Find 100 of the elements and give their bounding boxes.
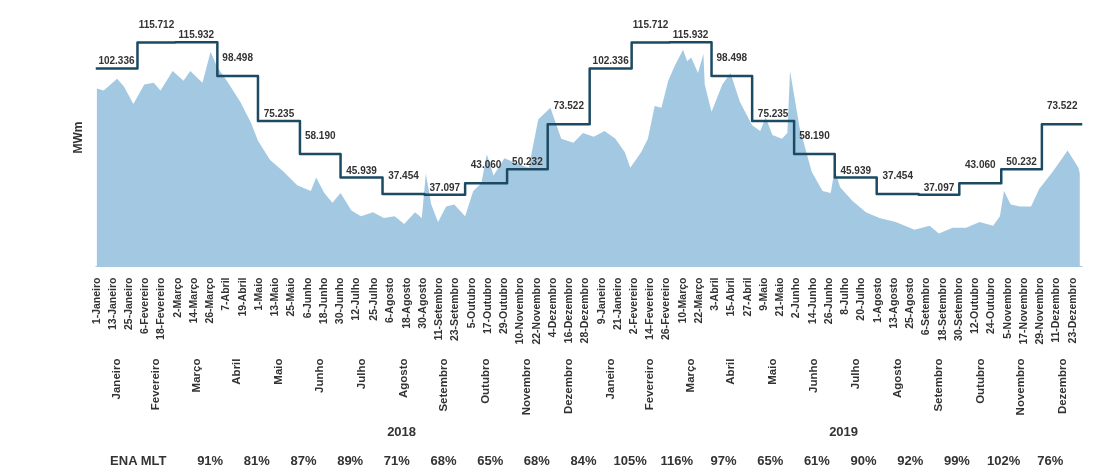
text: 102%: [986, 452, 1021, 468]
x-tick-label: 28-Dezembro: [578, 277, 591, 344]
x-tick-label: 18-Setembro: [935, 277, 948, 342]
x-tick-label: 24-Outubro: [984, 277, 997, 335]
x-tick-label: 26-Junho: [821, 277, 834, 325]
x-tick-label: 18-Agosto: [399, 277, 412, 329]
data-label: 58.190: [799, 129, 831, 141]
text: 90%: [850, 452, 878, 468]
x-tick-label: 6-Setembro: [919, 277, 932, 336]
text: 65%: [757, 452, 784, 468]
data-label: 45.939: [346, 164, 378, 176]
x-tick-label: 9-Janeiro: [594, 277, 607, 325]
data-label: 45.939: [840, 164, 872, 176]
x-tick-label: 15-Abril: [724, 277, 737, 317]
x-tick-label: 6-Agosto: [383, 277, 396, 323]
x-tick-label: 26-Fevereiro: [659, 277, 672, 340]
data-label: 58.190: [304, 129, 336, 141]
x-tick-label: 14-Fevereiro: [643, 277, 656, 340]
data-label: 75.235: [263, 107, 295, 119]
x-tick-label: 4-Dezembro: [545, 277, 558, 338]
x-tick-label: 14-Março: [186, 277, 199, 324]
x-tick-label: 10-Novembro: [513, 277, 526, 345]
x-tick-label: 1-Agosto: [870, 277, 883, 323]
text: 2018: [387, 424, 417, 439]
x2-tick-label: Julho: [849, 358, 862, 390]
text: 116%: [660, 452, 694, 468]
data-label: 115.712: [138, 18, 175, 30]
x-tick-label: 1-Janeiro: [89, 277, 102, 325]
x-tick-label: 14-Junho: [805, 277, 818, 325]
x-tick-label: 20-Julho: [854, 277, 867, 321]
x-tick-label: 9-Maio: [756, 277, 769, 311]
x2-tick-label: Fevereiro: [643, 358, 656, 411]
text: 105%: [613, 452, 648, 468]
x-tick-label: 21-Maio: [773, 277, 786, 317]
x-tick-label: 12-Julho: [349, 277, 362, 321]
text: 99%: [943, 452, 971, 468]
x-tick-label: 7-Abril: [219, 277, 232, 311]
x-tick-label: 29-Novembro: [1033, 277, 1046, 345]
x-tick-label: 25-Agosto: [903, 277, 916, 329]
x2-tick-label: Janeiro: [603, 358, 616, 400]
data-label: 102.336: [592, 55, 630, 67]
x-tick-label: 2-Março: [170, 277, 183, 318]
x-tick-label: 13-Janeiro: [105, 277, 118, 331]
data-label: 50.232: [512, 156, 544, 168]
text: 68%: [430, 452, 457, 468]
data-label: 75.235: [757, 107, 789, 119]
x2-tick-label: Abril: [230, 358, 243, 385]
x-tick-label: 18-Junho: [316, 277, 329, 325]
text: 87%: [290, 452, 317, 468]
data-label: 37.454: [388, 170, 420, 182]
x2-tick-label: Novembro: [520, 358, 533, 416]
x-tick-label: 11-Setembro: [432, 277, 445, 341]
x-tick-label: 10-Março: [675, 277, 688, 324]
x-tick-label: 25-Maio: [284, 277, 297, 317]
x2-tick-label: Outubro: [479, 358, 492, 404]
data-label: 98.498: [222, 51, 254, 63]
x2-tick-label: Dezembro: [1056, 358, 1069, 415]
text: 71%: [383, 452, 411, 468]
x-tick-label: 17-Novembro: [1016, 277, 1029, 345]
text: ENA MLT: [110, 452, 167, 468]
x-tick-label: 12-Outubro: [968, 277, 981, 335]
text: 97%: [710, 452, 737, 468]
x-tick-label: 23-Dezembro: [1065, 277, 1078, 344]
data-label: 115.932: [672, 29, 709, 41]
x-tick-label: 25-Julho: [367, 277, 380, 321]
text: 76%: [1037, 452, 1064, 468]
x-tick-label: 3-Abril: [708, 277, 721, 311]
x-tick-label: 30-Agosto: [415, 277, 428, 329]
x2-tick-label: Agosto: [891, 358, 904, 399]
x-tick-label: 8-Julho: [838, 277, 851, 315]
x2-tick-label: Março: [189, 358, 202, 393]
x-tick-label: 29-Outubro: [497, 277, 510, 335]
data-label: 73.522: [553, 100, 585, 112]
data-label: 98.498: [716, 51, 748, 63]
x-tick-label: 19-Abril: [235, 277, 248, 317]
x2-tick-label: Novembro: [1014, 358, 1027, 416]
x-tick-label: 2-Junho: [789, 277, 802, 319]
text: 2019: [829, 424, 859, 439]
x2-tick-label: Julho: [354, 358, 367, 390]
text: 65%: [477, 452, 504, 468]
x2-tick-label: Maio: [272, 358, 285, 385]
x2-tick-label: Junho: [807, 358, 820, 393]
x2-tick-label: Dezembro: [562, 358, 575, 415]
x-tick-label: 22-Novembro: [529, 277, 542, 345]
data-label: 37.097: [429, 181, 461, 193]
x-tick-label: 21-Janeiro: [610, 277, 623, 331]
x2-tick-label: Maio: [766, 358, 779, 385]
x-tick-label: 16-Dezembro: [562, 277, 575, 344]
x-tick-label: 2-Fevereiro: [627, 277, 639, 335]
data-label: 43.060: [964, 159, 997, 171]
text: 91%: [197, 452, 224, 468]
x2-tick-label: Fevereiro: [149, 358, 162, 411]
x-tick-label: 5-Outubro: [464, 277, 477, 329]
data-label: 37.097: [923, 181, 955, 193]
text: 68%: [523, 452, 551, 468]
text: 89%: [337, 452, 364, 468]
x-tick-label: 25-Janeiro: [121, 277, 134, 331]
data-label: 50.232: [1006, 156, 1038, 168]
x-tick-label: 1-Maio: [251, 277, 264, 311]
x-tick-label: 11-Dezembro: [1049, 277, 1062, 343]
